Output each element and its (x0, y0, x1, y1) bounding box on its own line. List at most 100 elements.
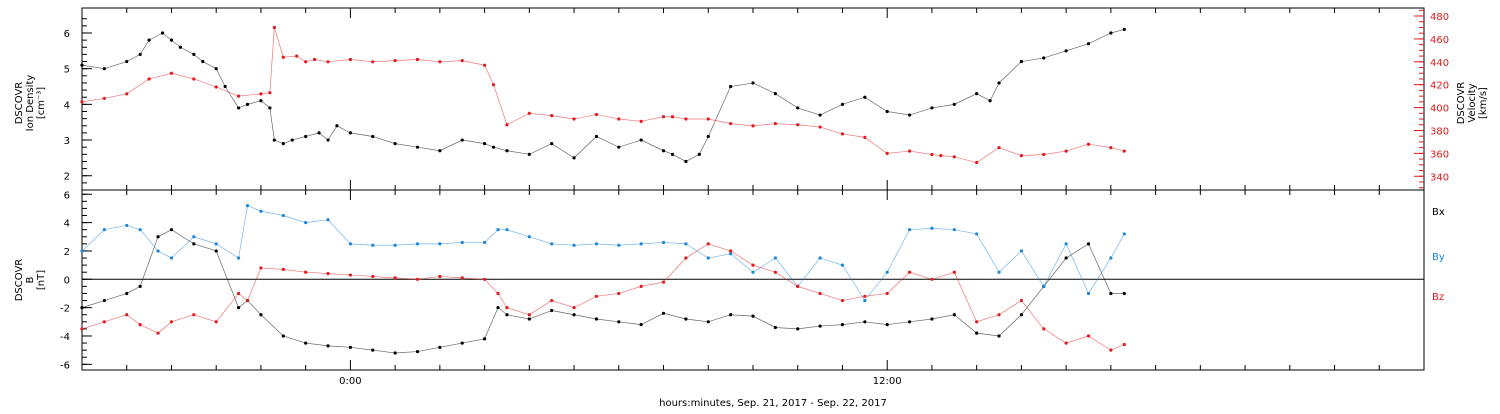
bz-point (617, 291, 621, 296)
density-point (80, 63, 84, 67)
bx-point (885, 323, 889, 327)
density-point (594, 134, 599, 139)
density-point (1064, 49, 1068, 53)
by-point (415, 242, 420, 246)
data-marks (80, 25, 1126, 355)
by-point (661, 240, 666, 245)
velocity-point (268, 91, 272, 95)
x-axis-label: hours:minutes, Sep. 21, 2017 - Sep. 22, … (659, 398, 887, 409)
y-axis-label-right-top: DSCOVR (1456, 82, 1467, 125)
density-point (371, 134, 375, 139)
velocity-point (1122, 149, 1126, 153)
bz-point (214, 320, 218, 324)
bz-point (245, 298, 250, 303)
velocity-point (192, 77, 196, 81)
density-point (1019, 59, 1024, 64)
by-point (1086, 291, 1091, 296)
y-axis-label-left-bottom: [nT] (36, 270, 47, 290)
by-point (169, 256, 174, 260)
density-point (907, 113, 912, 117)
density-point (818, 113, 822, 117)
bz-point (156, 331, 160, 335)
bz-point (594, 294, 599, 298)
velocity-point (326, 60, 330, 64)
by-point (639, 242, 643, 246)
by-point (706, 256, 710, 260)
density-point (930, 106, 934, 110)
velocity-point (1019, 154, 1024, 158)
velocity-point (281, 55, 285, 59)
y-tick-label-left-top: 6 (64, 29, 70, 40)
bx-point (840, 323, 845, 327)
bz-point (796, 284, 800, 288)
bz-point (975, 320, 979, 324)
bx-point (102, 298, 106, 303)
by-point (840, 263, 845, 267)
bx-point (304, 341, 308, 345)
by-point (617, 243, 621, 247)
density-point (505, 149, 509, 153)
bz-point (169, 320, 174, 324)
x-tick-label: 0:00 (339, 376, 361, 387)
velocity-point (796, 123, 800, 127)
y-tick-label-left-bottom: -2 (60, 304, 70, 315)
bx-point (773, 325, 777, 330)
density-point (223, 84, 227, 89)
velocity-point (438, 60, 442, 64)
bz-point (326, 272, 330, 276)
bz-point (751, 263, 755, 267)
y-axis-label-right-top: Velocity (1467, 83, 1478, 122)
top-panel-frame (81, 7, 1425, 191)
by-point (930, 226, 934, 230)
velocity-point (102, 96, 106, 101)
density-point (661, 149, 666, 153)
bx-point (460, 341, 464, 345)
bz-point (527, 313, 531, 317)
bx-point (214, 249, 218, 253)
velocity-point (706, 117, 710, 121)
velocity-point (491, 83, 496, 87)
y-tick-label-right-top: 440 (1430, 58, 1449, 69)
bz-point (729, 249, 733, 253)
by-point (907, 228, 912, 232)
bz-point (483, 277, 487, 281)
density-point (201, 59, 205, 64)
bz-point (1086, 334, 1091, 338)
bx-point (125, 291, 129, 296)
density-point (160, 31, 165, 35)
bx-point (863, 320, 867, 324)
velocity-point (907, 149, 912, 153)
velocity-point (348, 57, 352, 62)
bz-point (818, 291, 822, 296)
density-point (236, 106, 241, 110)
bx-point (550, 308, 554, 313)
bx-point (138, 284, 142, 288)
bx-point (684, 317, 688, 321)
y-tick-label-right-top: 400 (1430, 104, 1449, 115)
bx-point (729, 313, 733, 317)
y-tick-label-right-top: 380 (1430, 126, 1449, 137)
y-tick-label-left-top: 3 (64, 136, 70, 147)
velocity-point (125, 92, 129, 96)
velocity-point (236, 94, 241, 98)
bz-point (639, 284, 643, 288)
density-point (1042, 56, 1046, 60)
velocity-point (670, 115, 675, 119)
bx-point (192, 242, 196, 246)
velocity-point (550, 113, 554, 118)
density-point (178, 45, 183, 49)
density-point (684, 159, 688, 164)
bz-point (102, 320, 106, 324)
by-point (505, 228, 509, 232)
legend-entry-bx: Bx (1432, 207, 1445, 218)
by-point (125, 223, 129, 228)
bx-point (706, 320, 710, 324)
bz-point (348, 273, 352, 277)
bz-point (236, 291, 241, 296)
bx-point (483, 337, 487, 341)
axis-ticks (81, 8, 1425, 370)
bx-point (617, 320, 621, 324)
velocity-point (214, 85, 218, 89)
legend-entry-bz: Bz (1432, 292, 1444, 303)
